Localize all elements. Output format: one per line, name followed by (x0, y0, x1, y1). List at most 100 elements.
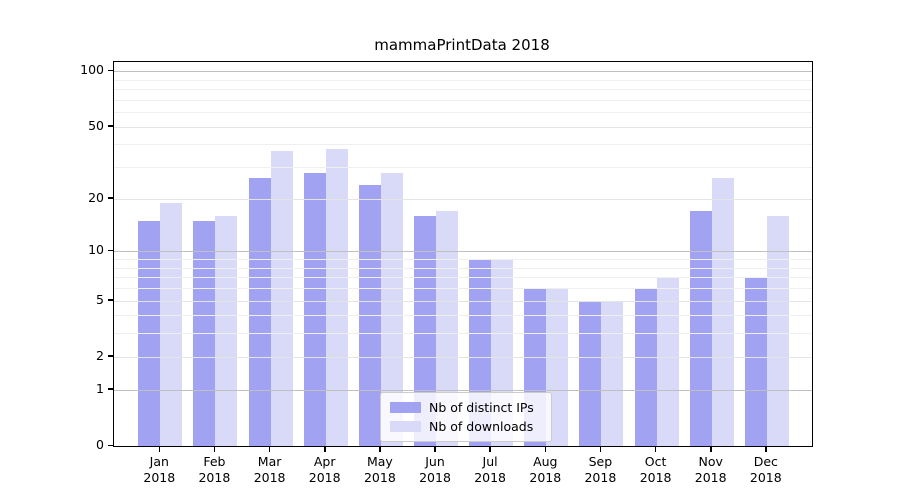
bar-sep-ips (579, 300, 602, 446)
month-label: Aug (533, 454, 558, 469)
y-tick-50 (108, 125, 113, 127)
bar-jun-downloads (436, 211, 458, 446)
x-tick-jun (434, 446, 436, 452)
month-label: Jun (425, 454, 445, 469)
minor-gridline-8 (114, 267, 812, 269)
month-label: Jul (482, 454, 498, 469)
minor-gridline-80 (114, 89, 812, 91)
major-gridline-2 (114, 356, 812, 358)
y-tick-label: 100 (80, 62, 104, 78)
y-tick-5 (108, 299, 113, 301)
x-tick-label-sep: Sep 2018 (572, 454, 628, 486)
minor-gridline-40 (114, 144, 812, 146)
y-tick-label: 1 (96, 380, 104, 396)
bar-apr-downloads (325, 148, 348, 446)
y-tick-label: 2 (96, 347, 104, 363)
major-gridline-20 (114, 198, 812, 200)
x-tick-oct (654, 446, 657, 452)
x-tick-label-nov: Nov 2018 (683, 454, 739, 486)
x-tick-label-may: May 2018 (352, 454, 408, 486)
x-tick-label-oct: Oct 2018 (628, 454, 684, 486)
year-label: 2018 (584, 470, 617, 485)
minor-gridline-6 (114, 288, 812, 289)
year-label: 2018 (253, 470, 286, 485)
legend-row-ips: Nb of distinct IPs (390, 398, 542, 417)
y-tick-2 (108, 355, 113, 357)
legend-swatch-ips (390, 402, 421, 413)
bar-oct-ips (634, 288, 657, 446)
bar-feb-downloads (215, 215, 238, 446)
bar-oct-downloads (656, 277, 679, 446)
minor-gridline-90 (114, 79, 812, 81)
y-tick-0 (108, 444, 113, 446)
month-label: Feb (203, 454, 226, 469)
year-label: 2018 (749, 470, 782, 485)
bar-may-downloads (380, 172, 403, 446)
x-tick-mar (268, 446, 271, 452)
x-tick-label-aug: Aug 2018 (517, 454, 573, 486)
major-gridline-5 (114, 300, 812, 302)
year-label: 2018 (363, 470, 396, 485)
bar-nov-downloads (711, 178, 734, 446)
x-tick-may (379, 446, 381, 452)
year-label: 2018 (639, 470, 672, 485)
bar-mar-ips (248, 178, 271, 446)
y-tick-label: 0 (96, 437, 104, 452)
x-tick-jan (158, 446, 161, 452)
bar-mar-downloads (270, 150, 293, 446)
y-tick-label: 20 (88, 189, 104, 205)
x-tick-aug (544, 446, 546, 452)
bar-jan-downloads (160, 202, 183, 446)
major-gridline-50 (114, 126, 812, 128)
legend-label: Nb of distinct IPs (429, 400, 534, 415)
y-tick-1 (108, 388, 113, 390)
month-label: Nov (698, 454, 723, 469)
y-tick-label: 50 (88, 117, 104, 133)
x-tick-sep (599, 446, 602, 452)
x-tick-jul (489, 446, 491, 452)
legend: Nb of distinct IPs Nb of downloads (380, 392, 552, 442)
month-label: Apr (313, 454, 336, 469)
bar-dec-ips (744, 277, 767, 446)
x-tick-label-dec: Dec 2018 (738, 454, 794, 486)
x-tick-dec (765, 446, 767, 452)
bar-apr-ips (303, 172, 326, 446)
x-tick-label-jul: Jul 2018 (462, 454, 518, 486)
bar-nov-ips (689, 211, 712, 446)
year-label: 2018 (694, 470, 727, 485)
minor-gridline-70 (114, 99, 812, 101)
x-tick-label-feb: Feb 2018 (186, 454, 242, 486)
y-tick-20 (108, 197, 113, 199)
month-label: Sep (588, 454, 613, 469)
month-label: May (366, 454, 393, 469)
minor-gridline-9 (114, 259, 812, 260)
year-label: 2018 (419, 470, 451, 485)
x-tick-nov (710, 446, 712, 452)
minor-gridline-3 (114, 333, 812, 335)
major-gridline-100 (114, 71, 812, 73)
major-gridline-10 (114, 251, 812, 253)
year-label: 2018 (198, 470, 231, 485)
x-tick-label-apr: Apr 2018 (297, 454, 353, 486)
month-label: Jan (149, 454, 169, 469)
y-tick-label: 5 (96, 291, 104, 307)
legend-swatch-downloads (390, 421, 421, 432)
year-label: 2018 (529, 470, 562, 485)
y-tick-10 (108, 249, 113, 252)
bar-sep-downloads (601, 300, 624, 446)
month-label: Oct (644, 454, 667, 469)
year-label: 2018 (143, 470, 176, 485)
bar-dec-downloads (766, 215, 789, 446)
major-gridline-1 (114, 389, 812, 391)
month-label: Dec (753, 454, 778, 469)
minor-gridline-7 (114, 277, 812, 279)
plot-area (113, 61, 813, 447)
x-tick-label-mar: Mar 2018 (242, 454, 298, 486)
year-label: 2018 (474, 470, 506, 485)
bar-jun-ips (414, 215, 436, 446)
month-label: Mar (257, 454, 282, 469)
y-tick-label: 10 (88, 242, 104, 258)
year-label: 2018 (308, 470, 341, 485)
minor-gridline-4 (114, 315, 812, 317)
